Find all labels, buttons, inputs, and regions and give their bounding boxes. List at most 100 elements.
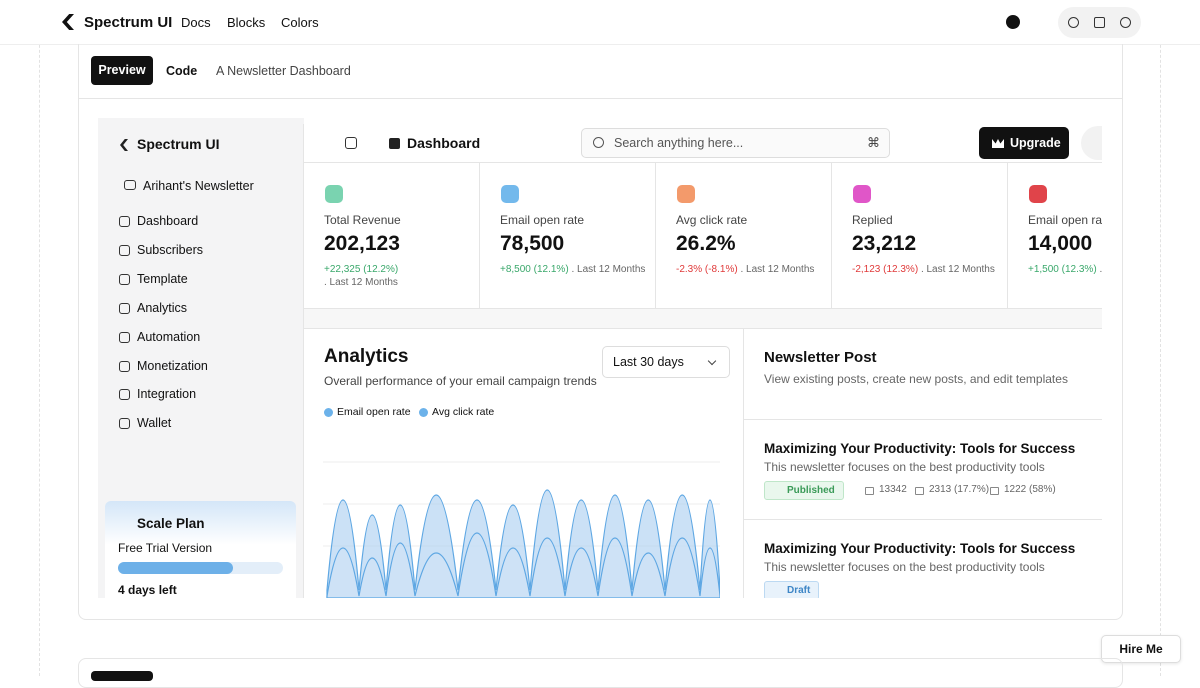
- post-description: This newsletter focuses on the best prod…: [764, 560, 1045, 574]
- github-icon[interactable]: [1006, 15, 1020, 29]
- menu-icon: [119, 331, 130, 343]
- stat-card: Email open rate 78,500 +8,500 (12.1%) . La…: [480, 163, 656, 309]
- plan-card: Scale Plan Free Trial Version 4 days left: [105, 501, 296, 598]
- stat-icon: [1029, 185, 1047, 203]
- plan-title: Scale Plan: [137, 516, 205, 531]
- post-description: This newsletter focuses on the best prod…: [764, 460, 1045, 474]
- stat-label: Total Revenue: [324, 213, 401, 227]
- next-card: [78, 658, 1123, 688]
- newsletter-title: Newsletter Post: [764, 349, 877, 366]
- stat-period: . Last 12 Months: [740, 264, 815, 275]
- nav-link[interactable]: Colors: [281, 15, 319, 30]
- stat-value: 26.2%: [676, 232, 736, 255]
- range-select[interactable]: Last 30 days: [602, 346, 730, 378]
- menu-icon: [119, 360, 130, 372]
- analytics-subtitle: Overall performance of your email campai…: [324, 374, 597, 388]
- post-divider: [744, 419, 1102, 420]
- preview-card: [78, 44, 1123, 620]
- tab-caption: A Newsletter Dashboard: [216, 64, 351, 78]
- stat-label: Avg click rate: [676, 213, 748, 227]
- menu-item[interactable]: Monetization: [137, 358, 208, 373]
- stat-change: +8,500 (12.1%): [500, 264, 569, 275]
- search-icon: [593, 137, 604, 148]
- sidebar-toggle[interactable]: [345, 137, 357, 149]
- search[interactable]: Search anything here... ⌘: [581, 128, 890, 158]
- newsletter-subtitle: View existing posts, create new posts, a…: [764, 372, 1068, 386]
- hire-button[interactable]: Hire Me: [1101, 635, 1181, 663]
- sidebar-brand: Spectrum UI: [137, 136, 220, 152]
- stat-change: +22,325 (12.2%): [324, 264, 399, 275]
- nav-link[interactable]: Blocks: [227, 15, 266, 30]
- stat-label: Replied: [852, 213, 893, 227]
- post-status: Draft: [764, 581, 820, 598]
- stat-change-line: +1,500 (12.3%) . Last 12 Months: [1028, 263, 1102, 276]
- stats-border: [304, 308, 1102, 309]
- stat-icon: [501, 185, 519, 203]
- stat-card: Avg click rate 26.2% -2.3% (-8.1%) . Last …: [656, 163, 832, 309]
- legend-dot: [419, 408, 428, 417]
- post-opens: 13342: [879, 484, 907, 495]
- stat-change: +1,500 (12.3%): [1028, 264, 1097, 275]
- section-gap: [304, 309, 1102, 329]
- upgrade-button[interactable]: Upgrade: [979, 127, 1069, 159]
- post-title[interactable]: Maximizing Your Productivity: Tools for …: [764, 541, 1076, 556]
- stat-period: . Last 12 Months: [324, 277, 398, 288]
- stat-icon: [325, 185, 343, 203]
- next-tab: [91, 671, 153, 681]
- theme-option[interactable]: [1094, 17, 1105, 28]
- theme-button[interactable]: [1081, 126, 1102, 160]
- tab-preview[interactable]: Preview: [91, 56, 153, 85]
- menu-icon: [119, 244, 130, 256]
- post-title[interactable]: Maximizing Your Productivity: Tools for …: [764, 441, 1076, 456]
- menu-icon: [119, 273, 130, 285]
- stat-card: Replied 23,212 -2,123 (12.3%) . Last 12 Mo…: [832, 163, 1008, 309]
- menu-item[interactable]: Analytics: [137, 300, 188, 315]
- stat-change-line: +8,500 (12.1%) . Last 12 Months: [500, 263, 650, 276]
- stat-change: -2,123 (12.3%): [852, 264, 919, 275]
- legend-label: Avg click rate: [432, 406, 495, 418]
- stat-value: 202,123: [324, 232, 400, 255]
- plan-subtitle: Free Trial Version: [118, 541, 213, 555]
- stat-period: . Last 12 Months: [920, 264, 995, 275]
- menu-icon: [119, 216, 130, 227]
- stat-change-line: -2.3% (-8.1%) . Last 12 Months: [676, 263, 826, 276]
- stat-card: Email open rate 14,000 +1,500 (12.3%) . La…: [1008, 163, 1102, 309]
- menu-item[interactable]: Template: [137, 271, 188, 286]
- stat-label: Email open rate: [500, 213, 585, 227]
- area-chart: [323, 461, 720, 598]
- stat-icon: [677, 185, 695, 203]
- newsletter-panel: Newsletter Post View existing posts, crea…: [743, 329, 1102, 598]
- post-clicks: 2313 (17.7%): [929, 484, 990, 495]
- brand: Spectrum UI: [84, 14, 173, 31]
- legend-dot: [324, 408, 333, 417]
- workspace[interactable]: Arihant's Newsletter: [143, 179, 254, 193]
- progress-fill: [118, 562, 233, 574]
- menu-item[interactable]: Integration: [137, 387, 197, 402]
- sidebar: Spectrum UI Arihant's Newsletter Dashboard…: [98, 118, 304, 598]
- guide-left: [39, 0, 40, 676]
- upgrade-label: Upgrade: [1010, 136, 1061, 150]
- sidebar-logo: [120, 139, 128, 151]
- stat-change: -2.3% (-8.1%): [676, 264, 738, 275]
- post-status: Published: [764, 481, 844, 500]
- stat-label: Email open rate: [1028, 213, 1102, 227]
- range-label: Last 30 days: [613, 355, 684, 369]
- stat-icon: [915, 487, 924, 495]
- topbar-title: Dashboard: [407, 135, 481, 151]
- workspace-icon: [124, 180, 136, 190]
- crown-icon: [992, 139, 1004, 148]
- menu-item[interactable]: Dashboard: [137, 214, 199, 228]
- menu-item[interactable]: Automation: [137, 329, 201, 344]
- theme-option[interactable]: [1068, 17, 1079, 28]
- nav-link[interactable]: Docs: [181, 15, 211, 30]
- stat-change-line: -2,123 (12.3%) . Last 12 Months: [852, 263, 1002, 276]
- menu-item[interactable]: Subscribers: [137, 242, 203, 257]
- menu-item[interactable]: Wallet: [137, 416, 172, 431]
- stat-icon: [853, 185, 871, 203]
- search-shortcut: ⌘: [867, 135, 880, 150]
- tab-code[interactable]: Code: [166, 64, 198, 78]
- theme-option[interactable]: [1120, 17, 1131, 28]
- stat-icon: [865, 487, 874, 495]
- legend-label: Email open rate: [337, 406, 411, 418]
